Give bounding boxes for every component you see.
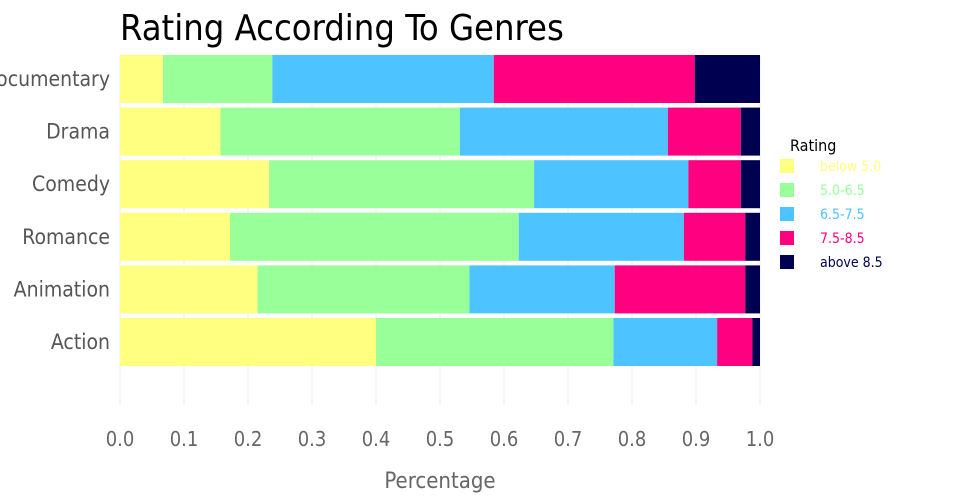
bar-segment	[120, 160, 270, 209]
bar-segment	[745, 265, 760, 314]
bar-segment	[162, 55, 273, 103]
category-label: Comedy	[32, 172, 110, 196]
bar-segment	[272, 55, 494, 103]
bars	[120, 55, 760, 366]
x-tick-label: 0.8	[618, 427, 647, 451]
category-label: Action	[51, 330, 110, 354]
legend-swatch	[780, 207, 794, 221]
bar-segment	[120, 265, 258, 314]
x-tick-label: 0.2	[234, 427, 263, 451]
bar-segment	[688, 160, 741, 209]
bar-segment	[120, 212, 231, 261]
bar-segment	[376, 318, 614, 366]
x-tick-label: 0.6	[490, 427, 519, 451]
bar-segment	[518, 212, 684, 261]
bar-segment	[120, 107, 221, 156]
bar-segment	[614, 265, 746, 314]
bar-segment	[469, 265, 615, 314]
x-tick-label: 1.0	[746, 427, 775, 451]
legend-label: 6.5-7.5	[820, 207, 865, 223]
category-label: Animation	[14, 277, 110, 301]
category-label: Drama	[46, 120, 110, 144]
bar-segment	[740, 160, 760, 209]
x-axis-title: Percentage	[384, 469, 495, 494]
x-tick-label: 0.4	[362, 427, 391, 451]
x-tick-label: 0.0	[106, 427, 135, 451]
legend-swatch	[780, 255, 794, 269]
chart-title: Rating According To Genres	[120, 8, 564, 49]
legend-swatch	[780, 231, 794, 245]
bar-segment	[694, 55, 760, 103]
category-label: Documentary	[0, 67, 110, 91]
bar-segment	[120, 55, 163, 103]
bar-segment	[534, 160, 689, 209]
bar-segment	[230, 212, 519, 261]
bar-segment	[269, 160, 535, 209]
bar-segment	[717, 318, 753, 366]
x-tick-label: 0.5	[426, 427, 455, 451]
bar-segment	[683, 212, 746, 261]
bar-segment	[120, 318, 376, 366]
bar-segment	[740, 107, 760, 156]
bar-segment	[493, 55, 695, 103]
legend-title: Rating	[790, 136, 836, 155]
legend-label: above 8.5	[820, 255, 883, 271]
bar-segment	[220, 107, 460, 156]
legend-swatch	[780, 183, 794, 197]
category-label: Romance	[22, 225, 110, 249]
x-tick-label: 0.3	[298, 427, 327, 451]
x-tick-label: 0.7	[554, 427, 583, 451]
legend-label: 7.5-8.5	[820, 231, 865, 247]
legend-label: below 5.0	[820, 159, 881, 175]
bar-segment	[752, 318, 760, 366]
bar-segment	[667, 107, 741, 156]
x-tick-labels: 0.0 0.1 0.2 0.3 0.4 0.5 0.6 0.7 0.8 0.9 1.0	[106, 427, 775, 451]
bar-segment	[257, 265, 470, 314]
x-tick-label: 0.1	[170, 427, 199, 451]
legend: Rating below 5.0 5.0-6.5 6.5-7.5 7.5-8.5 abo…	[780, 136, 883, 271]
legend-swatch	[780, 159, 794, 173]
bar-segment	[613, 318, 718, 366]
x-tick-label: 0.9	[682, 427, 711, 451]
legend-label: 5.0-6.5	[820, 183, 865, 199]
bar-segment	[459, 107, 668, 156]
bar-segment	[745, 212, 760, 261]
category-labels: Documentary Drama Comedy Romance Animation Ac…	[0, 67, 110, 354]
